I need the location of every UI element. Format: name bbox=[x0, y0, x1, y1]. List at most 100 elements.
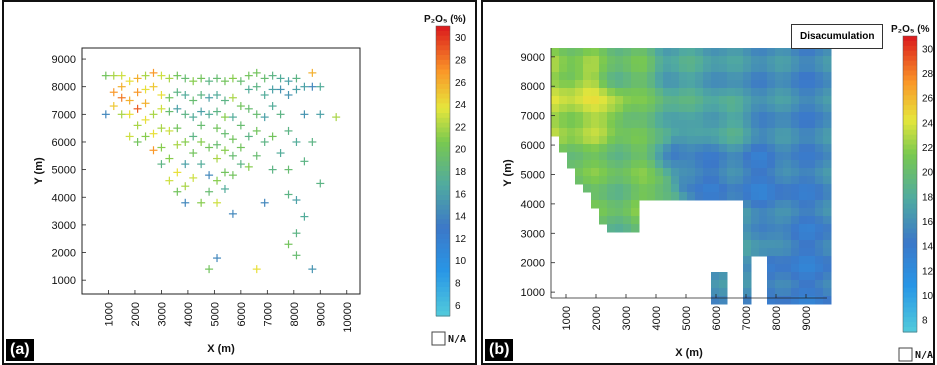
data-point bbox=[252, 82, 261, 91]
heat-cell bbox=[735, 56, 744, 65]
heat-cell bbox=[823, 224, 832, 233]
heat-cell bbox=[695, 64, 704, 73]
heat-cell bbox=[703, 120, 712, 129]
heat-cell bbox=[759, 56, 768, 65]
heat-cell bbox=[679, 64, 688, 73]
heat-cell bbox=[783, 272, 792, 281]
colorbar-segment bbox=[436, 311, 450, 317]
colorbar-segment bbox=[436, 253, 450, 259]
heat-cell bbox=[679, 184, 688, 193]
heat-cell bbox=[639, 88, 648, 97]
data-point bbox=[228, 93, 237, 102]
heat-cell bbox=[759, 208, 768, 217]
heat-cell bbox=[815, 136, 824, 145]
heat-cell bbox=[807, 72, 816, 81]
heat-cell bbox=[575, 176, 584, 185]
heat-cell bbox=[751, 96, 760, 105]
heat-cell bbox=[687, 64, 696, 73]
heat-cell bbox=[583, 168, 592, 177]
heat-cell bbox=[775, 160, 784, 169]
colorbar-segment bbox=[436, 200, 450, 206]
heat-cell bbox=[623, 200, 632, 209]
heat-cell bbox=[783, 296, 792, 305]
heat-cell bbox=[743, 216, 752, 225]
colorbar-tick-label: 22 bbox=[455, 122, 467, 133]
heat-cell bbox=[647, 128, 656, 137]
x-tick-label: 3000 bbox=[156, 302, 168, 326]
data-point bbox=[220, 184, 229, 193]
heat-cell bbox=[671, 120, 680, 129]
heat-cell bbox=[551, 96, 560, 105]
data-point bbox=[220, 113, 229, 122]
data-point bbox=[197, 90, 206, 99]
heat-cell bbox=[799, 232, 808, 241]
heat-cell bbox=[775, 120, 784, 129]
heat-cell bbox=[815, 200, 824, 209]
data-point bbox=[157, 71, 166, 80]
heat-cell bbox=[567, 112, 576, 121]
colorbar-segment bbox=[436, 248, 450, 254]
heat-cell bbox=[639, 184, 648, 193]
data-point bbox=[252, 126, 261, 135]
heat-cell bbox=[735, 48, 744, 57]
heat-cell bbox=[695, 152, 704, 161]
colorbar-segment bbox=[436, 243, 450, 249]
colorbar-segment bbox=[903, 307, 917, 313]
heat-cell bbox=[615, 184, 624, 193]
y-tick-label: 7000 bbox=[52, 109, 76, 121]
heat-cell bbox=[575, 80, 584, 89]
heat-cell bbox=[655, 72, 664, 81]
heat-cell bbox=[559, 104, 568, 113]
heat-cell bbox=[727, 120, 736, 129]
heat-cell bbox=[799, 136, 808, 145]
heat-cell bbox=[631, 152, 640, 161]
colorbar-segment bbox=[903, 95, 917, 101]
heat-cell bbox=[639, 96, 648, 105]
heat-cell bbox=[671, 168, 680, 177]
data-point bbox=[213, 140, 222, 149]
data-point bbox=[157, 143, 166, 152]
colorbar-segment bbox=[436, 219, 450, 225]
heat-cell bbox=[799, 128, 808, 137]
data-point bbox=[244, 162, 253, 171]
heat-cell bbox=[639, 168, 648, 177]
heat-cell bbox=[551, 128, 560, 137]
heat-cell bbox=[815, 248, 824, 257]
colorbar-segment bbox=[436, 117, 450, 124]
heat-cell bbox=[695, 184, 704, 193]
heat-cell bbox=[687, 184, 696, 193]
heat-cell bbox=[823, 112, 832, 121]
heat-cell bbox=[767, 208, 776, 217]
heat-cell bbox=[711, 272, 720, 281]
heat-cell bbox=[735, 80, 744, 89]
heat-cell bbox=[719, 112, 728, 121]
heat-cell bbox=[583, 72, 592, 81]
heat-cell bbox=[735, 112, 744, 121]
panel-b: 1000 2000 3000 4000 5000 6000 7000 8000 9000 9000… bbox=[481, 0, 935, 365]
heat-cell bbox=[671, 104, 680, 113]
heat-cell bbox=[679, 48, 688, 57]
data-point bbox=[197, 137, 206, 146]
heat-cell bbox=[663, 184, 672, 193]
colorbar-segment bbox=[903, 327, 917, 333]
heat-cell bbox=[687, 48, 696, 57]
heat-cell bbox=[623, 56, 632, 65]
data-point bbox=[197, 160, 206, 169]
data-point bbox=[260, 113, 269, 122]
colorbar-tick-label: 16 bbox=[922, 217, 933, 228]
heat-cell bbox=[559, 112, 568, 121]
heat-cell bbox=[727, 56, 736, 65]
heat-cell bbox=[783, 72, 792, 81]
heat-cell bbox=[639, 144, 648, 153]
heat-cell bbox=[583, 128, 592, 137]
data-point bbox=[141, 99, 150, 108]
heat-cell bbox=[663, 136, 672, 145]
na-label: N/A bbox=[915, 350, 933, 361]
data-point bbox=[173, 71, 182, 80]
heat-cell bbox=[775, 168, 784, 177]
y-tick-label: 6000 bbox=[521, 140, 545, 152]
heat-cell bbox=[807, 264, 816, 273]
heat-cell bbox=[687, 160, 696, 169]
heat-cell bbox=[551, 72, 560, 81]
heat-cell bbox=[567, 104, 576, 113]
